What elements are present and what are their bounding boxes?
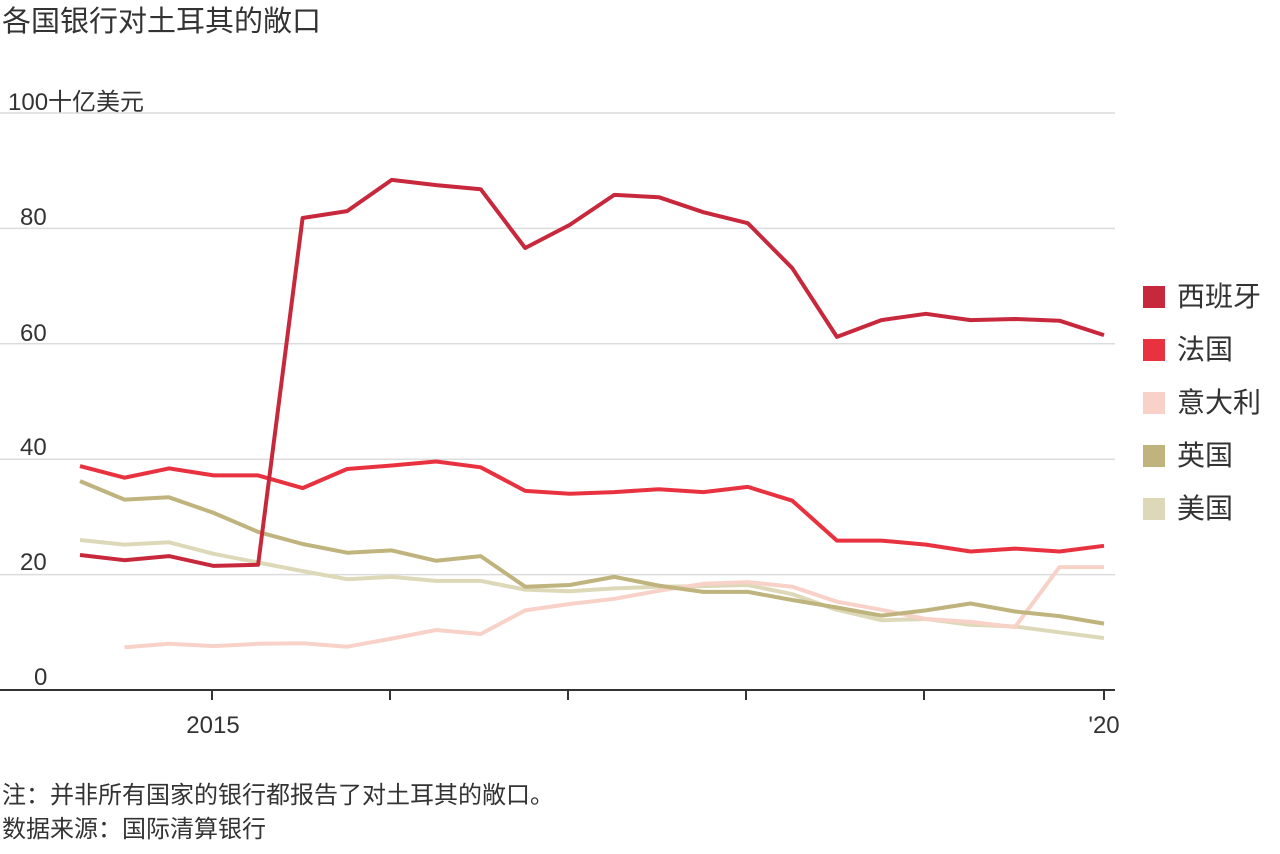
legend-swatch-us (1143, 497, 1165, 520)
footnote: 注：并非所有国家的银行都报告了对土耳其的敞口。 (2, 781, 554, 809)
x-tick-2020: '20 (1088, 712, 1120, 739)
y-tick-0: 0 (34, 664, 48, 691)
y-tick-label: 100 (8, 89, 49, 116)
series-line (79, 177, 1105, 568)
legend-item-us: 美国 (1143, 482, 1261, 535)
legend-swatch-italy (1143, 391, 1165, 414)
y-tick-80: 80 (20, 204, 47, 231)
x-tick-2015: 2015 (186, 712, 240, 739)
chart-footer: 注：并非所有国家的银行都报告了对土耳其的敞口。 数据来源：国际清算银行 (2, 778, 554, 846)
series-line (124, 565, 1104, 650)
legend-item-italy: 意大利 (1143, 376, 1261, 429)
legend-item-france: 法国 (1143, 323, 1261, 376)
legend-label: 西班牙 (1177, 279, 1262, 313)
series-line (79, 459, 1105, 554)
x-axis (0, 689, 1115, 700)
series-line (79, 538, 1105, 641)
y-axis-unit: 十亿美元 (48, 88, 145, 116)
legend-label: 法国 (1177, 332, 1234, 366)
legend-swatch-france (1143, 338, 1165, 361)
chart-title: 各国银行对土耳其的敞口 (2, 4, 322, 38)
series-line (79, 479, 1105, 626)
gridlines (0, 112, 1115, 576)
legend-item-uk: 英国 (1143, 429, 1261, 482)
legend-label: 英国 (1177, 438, 1234, 472)
y-tick-20: 20 (20, 549, 47, 576)
legend-item-spain: 西班牙 (1143, 270, 1261, 323)
y-tick-60: 60 (20, 320, 47, 347)
y-tick-100: 100十亿美元 (8, 88, 144, 117)
source-note: 数据来源：国际清算银行 (2, 815, 266, 843)
legend-swatch-uk (1143, 444, 1165, 467)
legend: 西班牙 法国 意大利 英国 美国 (1143, 270, 1261, 535)
data-lines (79, 177, 1105, 650)
legend-label: 意大利 (1177, 385, 1262, 419)
legend-swatch-spain (1143, 285, 1165, 308)
y-tick-40: 40 (20, 434, 47, 461)
legend-label: 美国 (1177, 491, 1234, 525)
